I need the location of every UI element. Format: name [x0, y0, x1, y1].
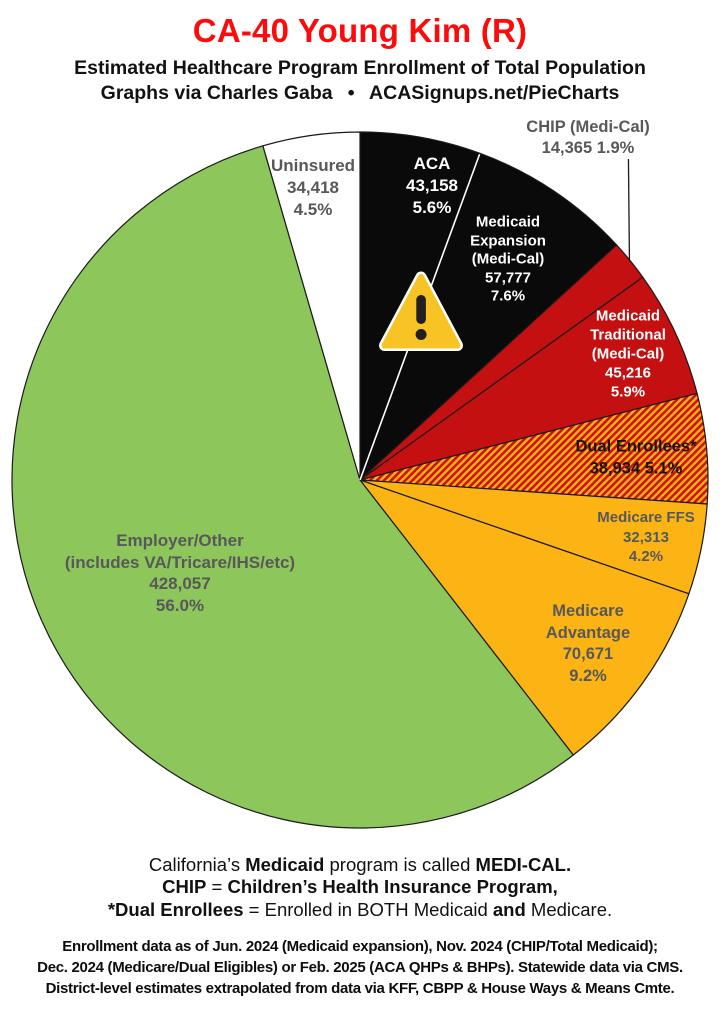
pie-slice-medicaid-traditional: [359, 276, 698, 481]
sources-line: Enrollment data as of Jun. 2024 (Medicai…: [62, 938, 658, 955]
pie-slice-medicaid-expansion: [359, 152, 618, 481]
page-title: CA-40 Young Kim (R): [192, 12, 528, 49]
header: CA-40 Young Kim (R) Estimated Healthcare…: [0, 12, 720, 106]
warning-triangle-icon: [379, 271, 463, 351]
leader-line-chip: [627, 158, 631, 262]
definitions-line: CHIP = Children’s Health Insurance Progr…: [162, 876, 558, 898]
pie-slice-uninsured: [262, 131, 361, 481]
sources-line: District-level estimates extrapolated fr…: [45, 980, 675, 997]
sources-line: Dec. 2024 (Medicare/Dual Eligibles) or F…: [37, 959, 683, 976]
definitions-line: California’s Medicaid program is called …: [148, 854, 572, 875]
sources-note: Enrollment data as of Jun. 2024 (Medicai…: [0, 936, 720, 999]
credit-line: Graphs via Charles Gaba • ACASignups.net…: [100, 82, 620, 104]
pie-slice-employer-other: [11, 145, 574, 829]
definitions-note: California’s Medicaid program is called …: [0, 854, 720, 921]
pie-slice-medicare-advantage: [359, 479, 690, 756]
definitions-line: *Dual Enrollees = Enrolled in BOTH Medic…: [107, 898, 613, 920]
pie-slices-layer: [11, 131, 709, 829]
subtitle: Estimated Healthcare Program Enrollment …: [74, 57, 646, 79]
